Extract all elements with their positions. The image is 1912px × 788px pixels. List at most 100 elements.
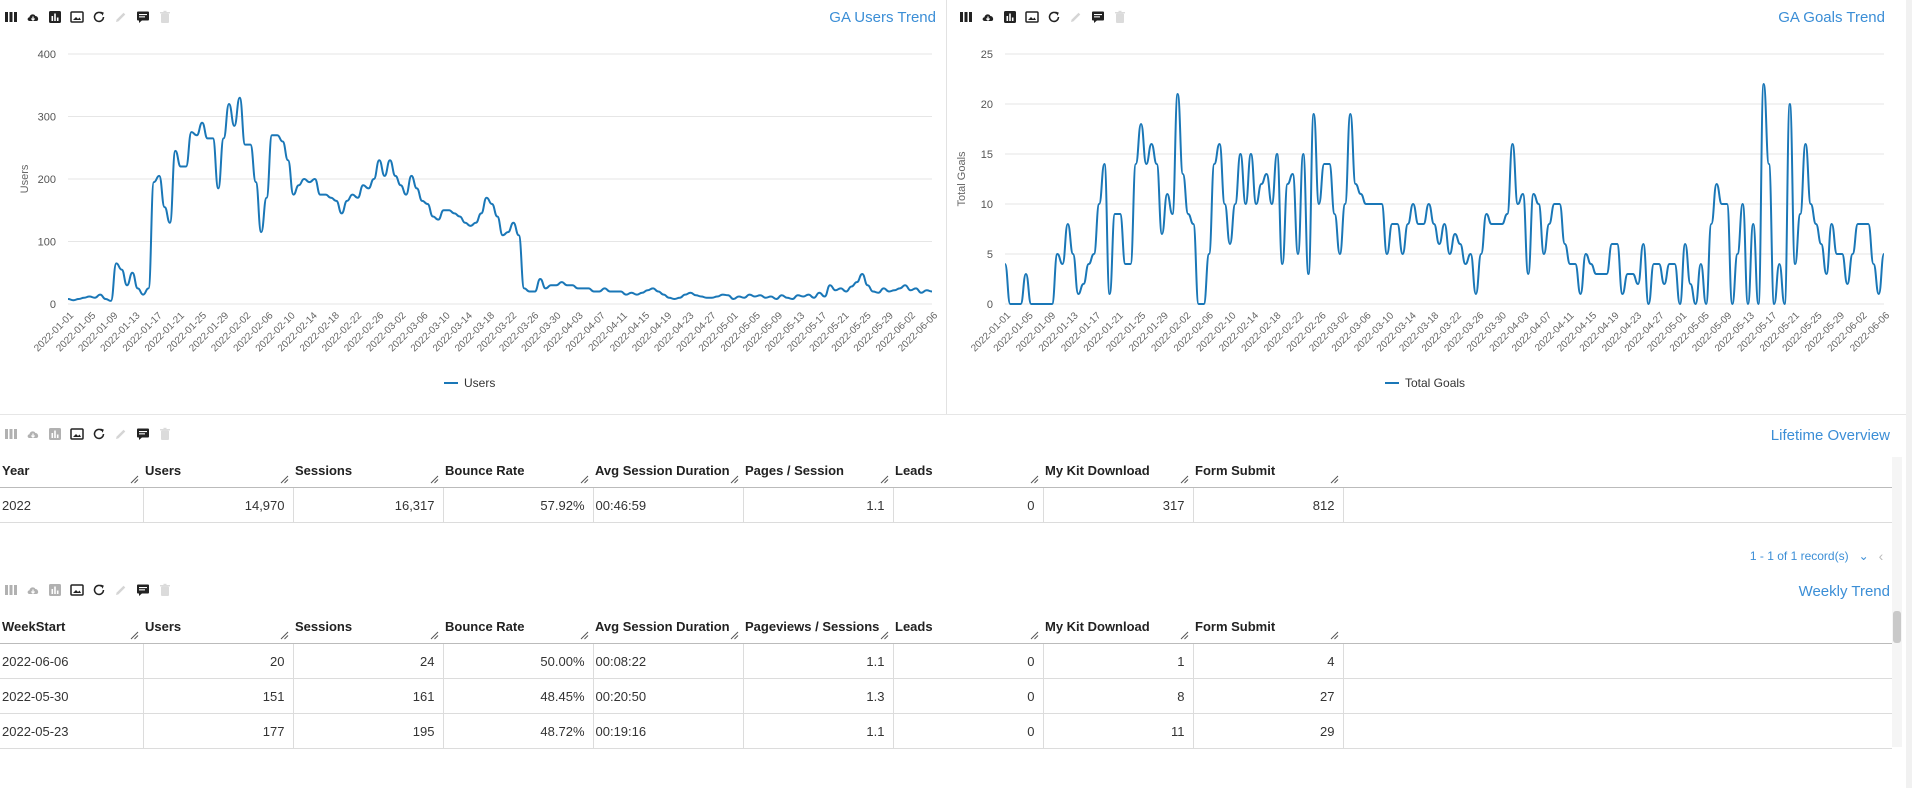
edit-button bbox=[112, 8, 130, 26]
weekly-table-scrollbar[interactable] bbox=[1892, 457, 1902, 747]
series-line-users[interactable] bbox=[67, 96, 933, 302]
image-button[interactable] bbox=[68, 425, 86, 443]
resize-handle-icon[interactable] bbox=[880, 475, 889, 484]
bar-chart-icon bbox=[49, 584, 61, 596]
goals-legend[interactable]: Total Goals bbox=[1385, 376, 1465, 390]
resize-handle-icon[interactable] bbox=[1180, 631, 1189, 640]
trash-icon bbox=[160, 10, 170, 23]
column-header-form-submit[interactable]: Form Submit bbox=[1193, 453, 1343, 488]
edit-icon bbox=[1071, 12, 1081, 22]
image-icon bbox=[1025, 11, 1039, 23]
resize-handle-icon[interactable] bbox=[730, 631, 739, 640]
table-cell: 2022-06-06 bbox=[0, 643, 144, 679]
resize-handle-icon[interactable] bbox=[1030, 475, 1039, 484]
table-cell: 1.1 bbox=[743, 713, 894, 749]
column-header-users[interactable]: Users bbox=[143, 609, 293, 644]
cloud-download-icon bbox=[982, 14, 994, 22]
table-row[interactable]: 2022-06-06 20 24 50.00% 00:08:22 1.1 0 1 4 bbox=[0, 643, 1892, 679]
column-header-weekstart[interactable]: WeekStart bbox=[0, 609, 143, 644]
column-header-leads[interactable]: Leads bbox=[893, 609, 1043, 644]
edit-icon bbox=[116, 585, 126, 595]
resize-handle-icon[interactable] bbox=[280, 475, 289, 484]
refresh-icon bbox=[1048, 11, 1060, 23]
comment-button[interactable] bbox=[1089, 8, 1107, 26]
refresh-button[interactable] bbox=[90, 8, 108, 26]
cloud-download-icon bbox=[27, 587, 39, 595]
legend-label: Total Goals bbox=[1405, 376, 1466, 390]
resize-handle-icon[interactable] bbox=[430, 475, 439, 484]
column-header-bounce-rate[interactable]: Bounce Rate bbox=[443, 609, 593, 644]
table-cell: 4 bbox=[1193, 643, 1344, 679]
cloud-download-button[interactable] bbox=[24, 8, 42, 26]
columns-icon bbox=[5, 12, 17, 22]
image-button[interactable] bbox=[68, 8, 86, 26]
scrollbar-thumb[interactable] bbox=[1893, 611, 1901, 643]
column-header-bounce-rate[interactable]: Bounce Rate bbox=[443, 453, 593, 488]
resize-handle-icon[interactable] bbox=[880, 631, 889, 640]
column-header-users[interactable]: Users bbox=[143, 453, 293, 488]
column-header-sessions[interactable]: Sessions bbox=[293, 453, 443, 488]
column-header-label: Sessions bbox=[295, 618, 353, 634]
resize-handle-icon[interactable] bbox=[430, 631, 439, 640]
users-trend-panel: GA Users Trend 0 100 200 300 400 Users 2022-01… bbox=[0, 0, 946, 414]
columns-button[interactable] bbox=[2, 8, 20, 26]
resize-handle-icon[interactable] bbox=[730, 475, 739, 484]
resize-handle-icon[interactable] bbox=[130, 475, 139, 484]
resize-handle-icon[interactable] bbox=[1180, 475, 1189, 484]
prev-page-button[interactable]: ‹ bbox=[1878, 548, 1884, 564]
refresh-button[interactable] bbox=[90, 425, 108, 443]
y-tick-label: 0 bbox=[50, 299, 56, 311]
resize-handle-icon[interactable] bbox=[1030, 631, 1039, 640]
table-row[interactable]: 2022-05-30 151 161 48.45% 00:20:50 1.3 0 8 27 bbox=[0, 678, 1892, 714]
column-header-year[interactable]: Year bbox=[0, 453, 143, 488]
table-cell: 177 bbox=[143, 713, 294, 749]
edit-button bbox=[112, 581, 130, 599]
bar-chart-button[interactable] bbox=[46, 8, 64, 26]
column-header-my-kit-download[interactable]: My Kit Download bbox=[1043, 609, 1193, 644]
resize-handle-icon[interactable] bbox=[1330, 475, 1339, 484]
column-header-leads[interactable]: Leads bbox=[893, 453, 1043, 488]
comment-button[interactable] bbox=[134, 581, 152, 599]
column-header-label: Leads bbox=[895, 462, 933, 478]
comment-button[interactable] bbox=[134, 8, 152, 26]
column-header-avg-session-duration[interactable]: Avg Session Duration bbox=[593, 453, 743, 488]
y-tick-label: 400 bbox=[38, 49, 56, 61]
column-header-pages-session[interactable]: Pages / Session bbox=[743, 453, 893, 488]
column-header-pageviews-sessions[interactable]: Pageviews / Sessions bbox=[743, 609, 893, 644]
image-button[interactable] bbox=[1023, 8, 1041, 26]
goals-panel-title: GA Goals Trend bbox=[1778, 9, 1885, 26]
resize-handle-icon[interactable] bbox=[130, 631, 139, 640]
page-scrollbar[interactable] bbox=[1906, 0, 1912, 788]
table-cell: 2022-05-30 bbox=[0, 678, 144, 714]
column-header-avg-session-duration[interactable]: Avg Session Duration bbox=[593, 609, 743, 644]
resize-handle-icon[interactable] bbox=[280, 631, 289, 640]
refresh-button[interactable] bbox=[1045, 8, 1063, 26]
columns-button[interactable] bbox=[957, 8, 975, 26]
y-tick-label: 5 bbox=[987, 249, 993, 261]
trash-button bbox=[156, 581, 174, 599]
comment-icon bbox=[137, 584, 149, 596]
y-tick-label: 25 bbox=[981, 49, 993, 61]
legend-swatch bbox=[1385, 382, 1399, 384]
users-legend[interactable]: Users bbox=[444, 376, 495, 390]
resize-handle-icon[interactable] bbox=[580, 475, 589, 484]
series-line-total-goals[interactable] bbox=[1004, 82, 1885, 306]
column-header-label: Avg Session Duration bbox=[595, 618, 730, 634]
weekly-trend-panel: Weekly Trend WeekStart Users Sessions Bounc… bbox=[0, 576, 1906, 788]
bar-chart-button[interactable] bbox=[1001, 8, 1019, 26]
image-button[interactable] bbox=[68, 581, 86, 599]
users-panel-title: GA Users Trend bbox=[829, 9, 936, 26]
resize-handle-icon[interactable] bbox=[580, 631, 589, 640]
column-header-my-kit-download[interactable]: My Kit Download bbox=[1043, 453, 1193, 488]
table-row[interactable]: 2022-05-23 177 195 48.72% 00:19:16 1.1 0 11 29 bbox=[0, 713, 1892, 749]
comment-button[interactable] bbox=[134, 425, 152, 443]
edit-icon bbox=[116, 429, 126, 439]
table-row[interactable]: 2022 14,970 16,317 57.92% 00:46:59 1.1 0 317 812 bbox=[0, 487, 1892, 523]
refresh-button[interactable] bbox=[90, 581, 108, 599]
column-header-form-submit[interactable]: Form Submit bbox=[1193, 609, 1343, 644]
column-header-sessions[interactable]: Sessions bbox=[293, 609, 443, 644]
page-size-dropdown[interactable]: ⌄ bbox=[1858, 549, 1869, 563]
resize-handle-icon[interactable] bbox=[1330, 631, 1339, 640]
cloud-download-button[interactable] bbox=[979, 8, 997, 26]
